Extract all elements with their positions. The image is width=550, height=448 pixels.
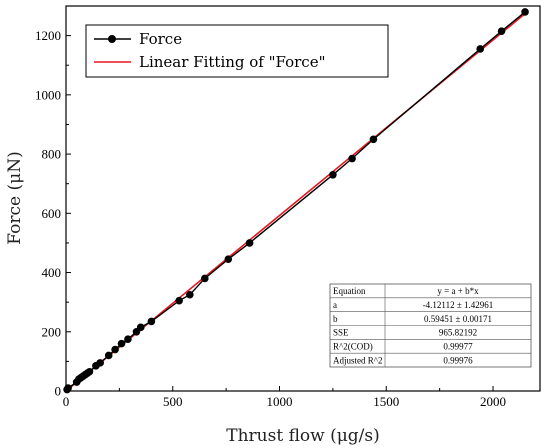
y-tick-label: 200 [42,324,62,339]
y-axis-label: Force (μN) [5,151,25,244]
fit-table-label-a: a [333,300,337,310]
force-data-point [369,135,378,144]
data-layer [63,8,529,394]
x-tick-label: 500 [163,394,183,409]
force-data-point [224,255,233,264]
force-data-point [124,335,132,343]
force-data-point [476,45,485,53]
fit-table-value-a: -4.12112 ± 1.42961 [423,300,494,310]
fit-table-value-b: 0.59451 ± 0.00171 [424,314,492,324]
force-data-point [497,27,506,35]
fit-table-label-adj-r2: Adjusted R^2 [333,356,382,366]
force-data-point [104,351,113,360]
force-data-point [147,317,156,326]
legend-fit-label: Linear Fitting of "Force" [139,53,325,71]
force-data-point [200,274,209,283]
force-data-point [136,323,145,332]
y-tick-label: 1200 [35,28,61,43]
legend-box [85,24,389,78]
force-data-point [175,296,183,305]
force-data-point [64,384,72,392]
legend-force-marker [108,35,116,43]
fit-table-value-r2: 0.99977 [443,342,473,352]
y-tick-label: 400 [42,265,62,280]
x-tick-label: 1500 [373,394,399,409]
force-data-point [186,290,194,299]
x-axis-label: Thrust flow (μg/s) [226,426,380,446]
force-data-point [245,239,254,247]
force-data-point [329,171,337,179]
force-data-point [96,359,104,367]
force-data-point [521,8,529,16]
force-data-point [348,154,356,163]
fit-table-label-equation: Equation [333,286,366,296]
force-data-point [111,345,119,354]
y-tick-label: 800 [42,147,62,162]
fit-table-value-adj-r2: 0.99976 [443,356,473,366]
fit-table: Equation y = a + b*x a -4.12112 ± 1.4296… [329,283,532,368]
force-data-point [85,367,94,376]
legend-force-label: Force [139,30,182,48]
fit-table-label-r2: R^2(COD) [333,342,373,352]
x-tick-label: 2000 [480,394,506,409]
fit-table-label-sse: SSE [333,328,349,338]
y-tick-label: 600 [42,206,62,221]
y-tick-label: 0 [55,384,62,399]
legend: Force Linear Fitting of "Force" [85,24,389,78]
axis-ticks: 0 500 1000 1500 2000 0 200 400 600 800 1000 1200 [35,28,506,409]
fit-table-value-equation: y = a + b*x [437,286,479,296]
y-tick-label: 1000 [35,87,61,102]
fit-table-label-b: b [333,314,338,324]
plot-frame [65,5,541,392]
x-tick-label: 1000 [267,394,293,409]
x-tick-label: 0 [63,394,70,409]
fit-table-value-sse: 965.82192 [439,328,477,338]
force-data-point [117,339,126,348]
